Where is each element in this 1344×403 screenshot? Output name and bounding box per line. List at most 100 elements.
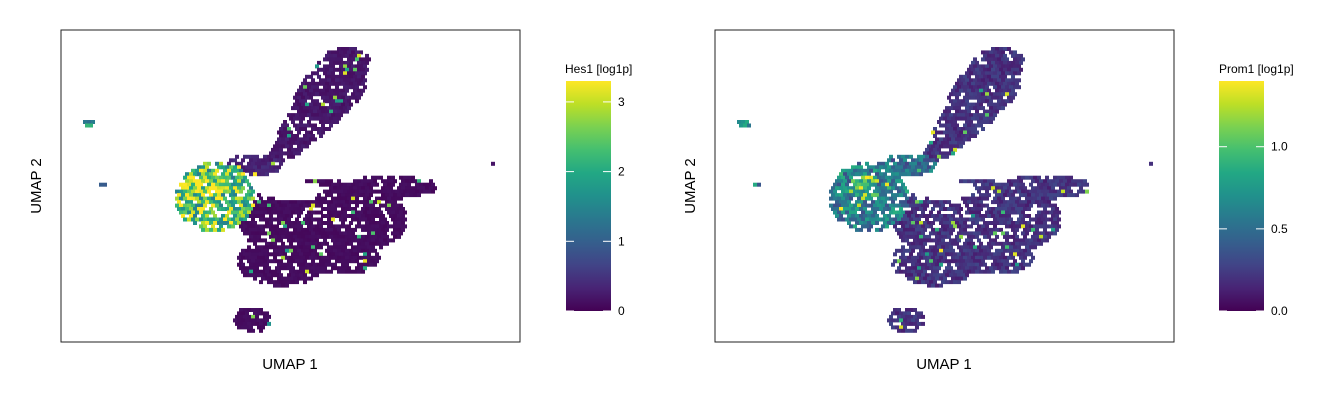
- hexbin-cell: [351, 210, 355, 215]
- hexbin-cell: [1029, 203, 1033, 208]
- hexbin-cell: [223, 196, 227, 201]
- hexbin-cell: [909, 252, 913, 257]
- hexbin-cell: [969, 259, 973, 264]
- hexbin-cell: [979, 214, 983, 218]
- hexbin-cell: [1033, 175, 1037, 180]
- hexbin-cell: [1011, 74, 1015, 79]
- hexbin-cell: [1037, 182, 1041, 187]
- hexbin-cell: [349, 47, 353, 51]
- hexbin-cell: [357, 193, 361, 198]
- hexbin-cell: [1005, 85, 1009, 90]
- hexbin-cell: [1019, 248, 1023, 253]
- hexbin-cell: [1023, 255, 1027, 260]
- hexbin-cell: [273, 241, 277, 246]
- hexbin-cell: [909, 168, 913, 173]
- hexbin-cell: [301, 269, 305, 274]
- hexbin-cell: [245, 248, 249, 253]
- hexbin-cell: [995, 109, 999, 114]
- hexbin-cell: [967, 109, 971, 114]
- hexbin-cell: [305, 227, 309, 232]
- hexbin-cell: [207, 182, 211, 187]
- hexbin-cell: [943, 255, 947, 260]
- hexbin-cell: [241, 158, 245, 163]
- hexbin-cell: [881, 175, 885, 180]
- hexbin-cell: [379, 196, 383, 201]
- hexbin-cell: [1045, 196, 1049, 201]
- hexbin-cell: [293, 116, 297, 121]
- hexbin-cell: [987, 81, 991, 86]
- hexbin-cell: [1029, 252, 1033, 257]
- hexbin-cell: [937, 252, 941, 257]
- hexbin-cell: [373, 248, 377, 253]
- hexbin-cell: [995, 47, 999, 51]
- hexbin-cell: [875, 207, 879, 211]
- hexbin-cell: [267, 266, 271, 271]
- hexbin-cell: [231, 210, 235, 215]
- hexbin-cell: [277, 276, 281, 281]
- hexbin-cell: [977, 196, 981, 201]
- hexbin-cell: [967, 207, 971, 211]
- hexbin-cell: [247, 168, 251, 173]
- hexbin-cell: [395, 210, 399, 215]
- hexbin-cell: [353, 67, 357, 72]
- hexbin-cell: [1063, 186, 1067, 191]
- hexbin-cell: [235, 196, 239, 201]
- hexbin-cell: [291, 106, 295, 111]
- hexbin-cell: [251, 154, 255, 159]
- hexbin-cell: [323, 182, 327, 187]
- hexbin-cell: [303, 92, 307, 97]
- hexbin-cell: [273, 248, 277, 253]
- hexbin-cell: [995, 200, 999, 205]
- hexbin-cell: [989, 99, 993, 104]
- hexbin-cell: [883, 165, 887, 170]
- hexbin-cell: [317, 109, 321, 114]
- hexbin-cell: [257, 311, 261, 316]
- hexbin-cell: [931, 255, 935, 260]
- hexbin-cell: [281, 262, 285, 267]
- hexbin-cell: [275, 154, 279, 159]
- hexbin-cell: [957, 224, 961, 229]
- hexbin-cell: [1041, 231, 1045, 236]
- hexbin-cell: [951, 227, 955, 232]
- hexbin-cell: [337, 227, 341, 232]
- hexbin-cell: [247, 273, 251, 278]
- hexbin-cell: [983, 248, 987, 253]
- hexbin-cell: [851, 165, 855, 170]
- hexbin-cell: [901, 203, 905, 208]
- hexbin-cell: [211, 203, 215, 208]
- hexbin-cell: [355, 189, 359, 194]
- hexbin-cell: [931, 165, 935, 170]
- hexbin-cell: [747, 123, 751, 128]
- hexbin-cell: [941, 217, 945, 222]
- hexbin-cell: [243, 231, 247, 236]
- hexbin-cell: [845, 168, 849, 173]
- hexbin-cell: [1027, 200, 1031, 205]
- hexbin-cell: [961, 252, 965, 257]
- hexbin-cell: [947, 151, 951, 156]
- hexbin-cell: [237, 262, 241, 267]
- hexbin-cell: [317, 193, 321, 198]
- hexbin-cell: [997, 92, 1001, 97]
- hexbin-cell: [337, 241, 341, 246]
- hexbin-cell: [349, 67, 353, 72]
- hexbin-cell: [357, 200, 361, 205]
- hexbin-cell: [979, 227, 983, 232]
- hexbin-cell: [971, 193, 975, 198]
- hexbin-cell: [327, 217, 331, 222]
- hexbin-cell: [877, 182, 881, 187]
- hexbin-cell: [917, 217, 921, 222]
- hexbin-cell: [247, 182, 251, 187]
- hexbin-cell: [929, 231, 933, 236]
- hexbin-cell: [1035, 234, 1039, 239]
- hexbin-cell: [313, 269, 317, 274]
- hexbin-cell: [279, 231, 283, 236]
- hexbin-cell: [841, 175, 845, 180]
- hexbin-cell: [977, 224, 981, 229]
- hexbin-cell: [341, 262, 345, 267]
- hexbin-cell: [957, 85, 961, 90]
- hexbin-cell: [345, 186, 349, 191]
- hexbin-cell: [331, 99, 335, 104]
- hexbin-cell: [195, 189, 199, 194]
- hexbin-cell: [309, 116, 313, 121]
- hexbin-cell: [841, 210, 845, 215]
